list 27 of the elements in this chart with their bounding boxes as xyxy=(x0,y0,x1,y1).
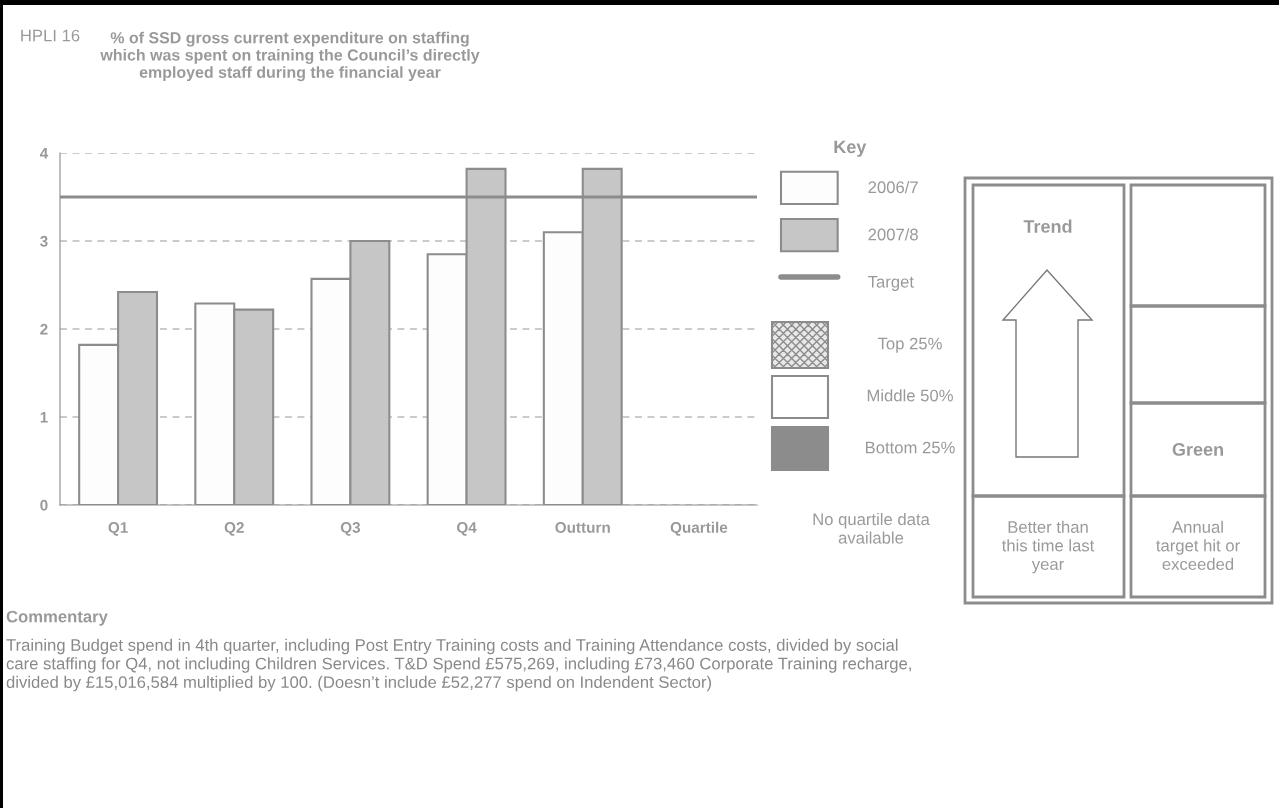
legend-label: 2007/8 xyxy=(868,228,918,241)
text: Trend xyxy=(1023,219,1072,233)
y-tick-label: 0 xyxy=(40,499,48,511)
legend-label: 2006/7 xyxy=(868,180,918,194)
text: No quartile data available xyxy=(813,512,930,544)
x-tick-label: Q3 xyxy=(340,522,361,536)
text: Annual target hit or exceeded xyxy=(1156,520,1240,571)
text: Middle 50% xyxy=(867,389,953,402)
y-tick-label: 4 xyxy=(39,148,49,159)
text: Better than this time last year xyxy=(1001,520,1095,574)
x-tick-label: Q1 xyxy=(108,522,128,536)
y-tick-label: 2 xyxy=(40,323,48,335)
x-tick-label: Outturn xyxy=(555,522,610,533)
chart-title: % of SSD gross current expenditure on staffing which was spent on training the Council’s directly employed staff during the financial year xyxy=(100,31,480,82)
text: HPLI 16 xyxy=(21,29,80,42)
y-tick-label: 3 xyxy=(40,235,48,247)
x-tick-label: Q2 xyxy=(224,522,244,536)
text: Top 25% xyxy=(877,337,942,353)
x-tick-label: Quartile xyxy=(670,521,728,536)
text: Bottom 25% xyxy=(865,441,955,454)
y-tick-label: 1 xyxy=(40,412,48,423)
x-tick-label: Q4 xyxy=(457,522,477,536)
text: Commentary xyxy=(6,610,108,626)
legend-label: Target xyxy=(868,276,914,291)
text: Training Budget spend in 4th quarter, including Post Entry Training costs and Training Attendance costs, divided by social care staffing for Q4, not including Children Services. T&D Spend £575,269, including £73,460 Corporate Training recharge, divided by £15,016,584 multiplied by 100. (Doesn’t include £52,277 spend on Indendent Sector) xyxy=(6,638,911,692)
legend-title: Key xyxy=(834,140,867,157)
text: Green xyxy=(1172,443,1223,456)
